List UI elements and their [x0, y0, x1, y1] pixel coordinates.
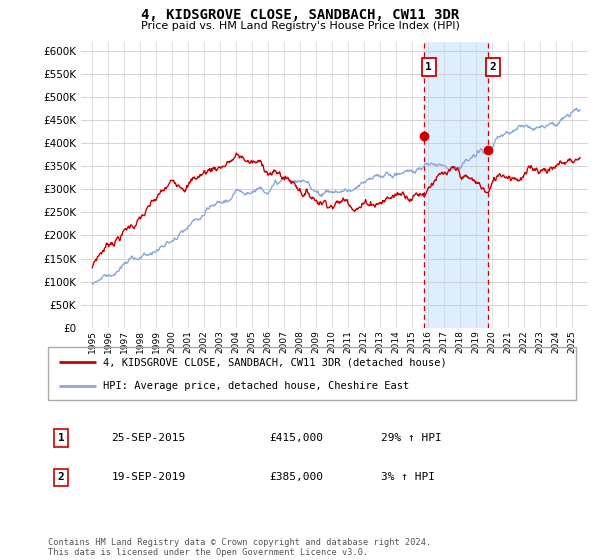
Text: £385,000: £385,000 — [270, 473, 324, 482]
Text: HPI: Average price, detached house, Cheshire East: HPI: Average price, detached house, Ches… — [103, 381, 410, 391]
Text: 19-SEP-2019: 19-SEP-2019 — [112, 473, 185, 482]
Text: 3% ↑ HPI: 3% ↑ HPI — [380, 473, 434, 482]
Text: £415,000: £415,000 — [270, 433, 324, 443]
Bar — [424, 42, 488, 328]
Text: 4, KIDSGROVE CLOSE, SANDBACH, CW11 3DR (detached house): 4, KIDSGROVE CLOSE, SANDBACH, CW11 3DR (… — [103, 357, 447, 367]
Text: Contains HM Land Registry data © Crown copyright and database right 2024.
This d: Contains HM Land Registry data © Crown c… — [48, 538, 431, 557]
Text: 25-SEP-2015: 25-SEP-2015 — [112, 433, 185, 443]
Text: 2: 2 — [58, 473, 65, 482]
Text: 29% ↑ HPI: 29% ↑ HPI — [380, 433, 442, 443]
Text: 1: 1 — [425, 62, 432, 72]
Text: 2: 2 — [490, 62, 496, 72]
Text: 4, KIDSGROVE CLOSE, SANDBACH, CW11 3DR: 4, KIDSGROVE CLOSE, SANDBACH, CW11 3DR — [141, 8, 459, 22]
Text: Price paid vs. HM Land Registry's House Price Index (HPI): Price paid vs. HM Land Registry's House … — [140, 21, 460, 31]
Text: 1: 1 — [58, 433, 65, 443]
